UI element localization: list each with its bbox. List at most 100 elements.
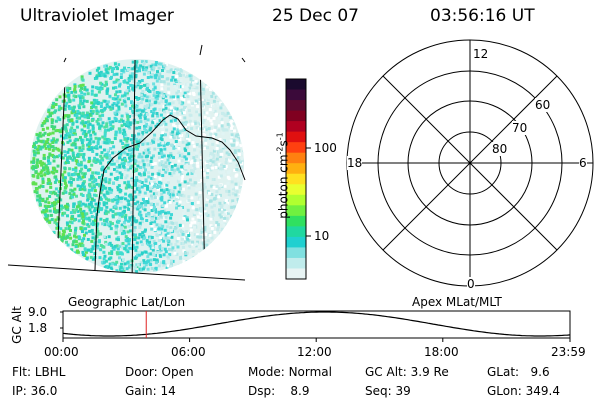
emission-speck [107,235,111,239]
emission-speck [139,240,143,244]
emission-speck [50,111,54,115]
emission-speck [134,73,138,77]
emission-speck [182,111,186,115]
emission-speck [203,240,207,244]
emission-speck [54,129,58,133]
emission-speck [203,111,207,115]
emission-speck [116,220,120,224]
emission-speck [93,177,97,181]
emission-speck [211,156,215,160]
emission-speck [49,213,53,217]
emission-speck [41,161,44,165]
emission-speck [93,218,97,222]
emission-speck [71,106,74,110]
emission-speck [120,226,123,230]
emission-speck [39,184,43,188]
emission-speck [160,87,164,91]
emission-speck [119,76,123,79]
emission-speck [230,119,234,123]
emission-speck [129,146,133,150]
emission-speck [210,95,214,98]
emission-speck [127,97,130,101]
emission-speck [79,89,83,93]
emission-speck [51,201,55,205]
emission-speck [146,154,149,158]
emission-speck [44,200,48,204]
emission-speck [102,257,106,261]
emission-speck [210,242,214,246]
emission-speck [173,133,177,137]
emission-speck [35,133,39,137]
emission-speck [157,242,160,245]
emission-speck [116,188,120,192]
emission-speck [163,64,167,68]
emission-speck [32,165,36,169]
emission-speck [111,222,114,226]
emission-speck [206,166,210,170]
emission-speck [104,242,108,246]
emission-speck [91,236,95,240]
emission-speck [67,93,71,97]
emission-speck [119,265,123,269]
emission-speck [129,166,133,170]
emission-speck [140,185,144,189]
emission-speck [123,80,127,84]
emission-speck [116,101,120,105]
emission-speck [91,124,95,128]
emission-speck [193,148,197,152]
emission-speck [206,213,210,217]
emission-speck [165,103,169,107]
emission-speck [104,80,108,84]
emission-speck [69,130,73,134]
emission-speck [150,243,154,247]
emission-speck [158,266,162,270]
emission-speck [220,124,224,128]
emission-speck [224,145,228,149]
emission-speck [82,99,86,103]
emission-speck [182,94,186,98]
emission-speck [127,207,131,211]
emission-speck [233,168,237,172]
emission-speck [115,169,119,173]
emission-speck [196,201,200,204]
emission-speck [195,154,199,158]
emission-speck [98,196,102,200]
emission-speck [61,173,65,177]
emission-speck [99,217,103,221]
emission-speck [217,128,221,132]
emission-speck [210,129,214,133]
emission-speck [193,211,197,215]
emission-speck [155,202,159,206]
emission-speck [161,69,164,72]
coastline-outline [94,114,246,271]
emission-speck [184,120,188,124]
emission-speck [166,164,170,168]
emission-speck [115,90,119,94]
emission-speck [195,208,199,212]
emission-speck [97,90,101,94]
emission-speck [150,209,154,212]
emission-speck [186,251,189,255]
emission-speck [87,156,91,160]
emission-speck [100,207,104,211]
emission-speck [210,152,214,156]
emission-speck [52,159,56,163]
emission-speck [141,142,145,146]
emission-speck [159,148,163,152]
emission-speck [54,103,58,106]
emission-speck [157,77,161,81]
emission-speck [120,262,123,266]
emission-speck [79,177,83,181]
emission-speck [176,237,180,240]
emission-speck [123,100,127,104]
emission-speck [115,72,119,76]
emission-speck [131,87,135,91]
emission-speck [41,185,45,188]
emission-speck [114,262,117,266]
emission-speck [237,133,241,137]
emission-speck [44,117,48,121]
emission-speck [119,244,122,248]
emission-speck [72,109,76,113]
emission-speck [37,134,41,137]
emission-speck [91,111,95,115]
